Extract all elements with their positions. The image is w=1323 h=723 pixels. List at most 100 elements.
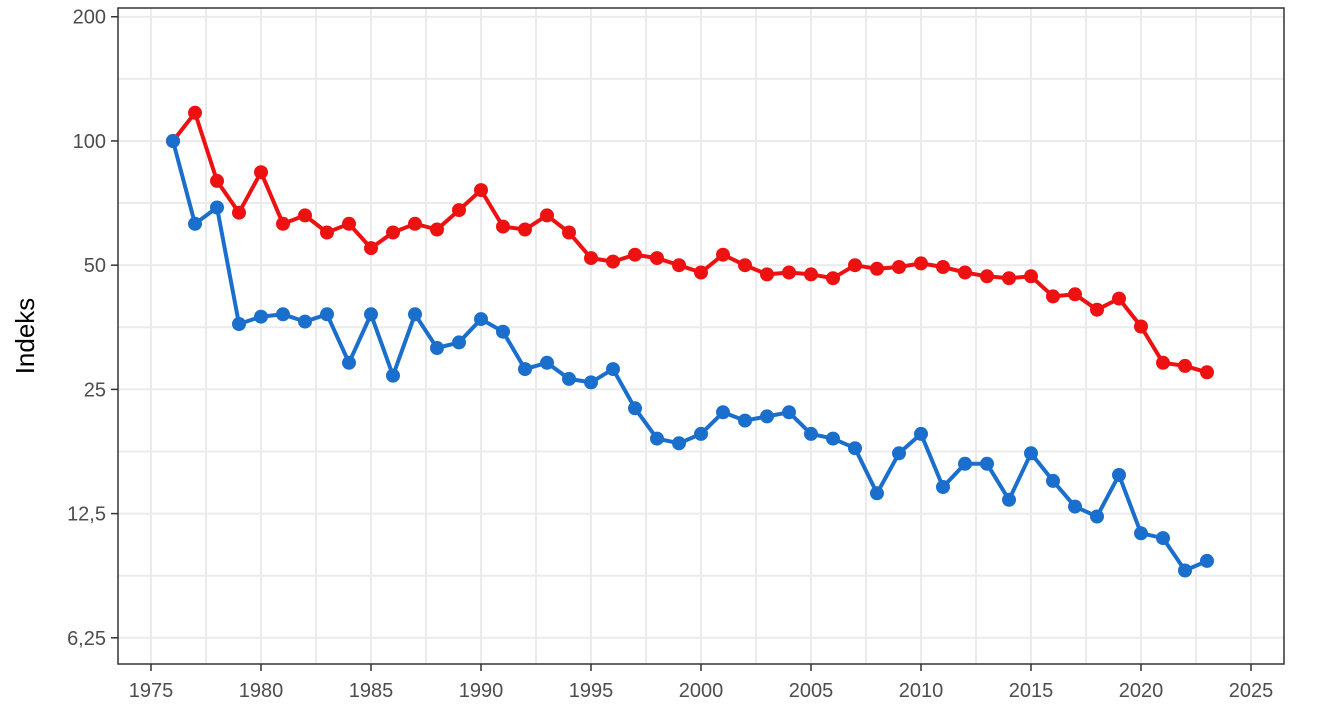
data-point [430, 341, 444, 355]
x-tick-label: 2005 [789, 680, 834, 702]
data-point [936, 260, 950, 274]
data-point [1134, 526, 1148, 541]
data-point [232, 205, 246, 220]
data-point [958, 456, 972, 471]
data-point [892, 260, 906, 274]
data-point [1024, 446, 1038, 461]
data-point [1002, 492, 1016, 507]
data-point [980, 269, 994, 284]
data-point [628, 401, 642, 416]
data-point [518, 362, 532, 377]
data-point [342, 216, 356, 231]
data-point [540, 355, 554, 370]
data-point [364, 241, 378, 256]
data-point [694, 265, 708, 280]
data-point [496, 219, 510, 234]
data-point [958, 265, 972, 280]
data-point [452, 335, 466, 350]
data-point [782, 265, 796, 280]
data-point [848, 441, 862, 456]
data-point [584, 375, 598, 390]
data-point [1112, 291, 1126, 306]
data-point [430, 222, 444, 237]
x-tick-label: 1975 [129, 680, 174, 702]
x-tick-label: 2000 [679, 680, 724, 702]
data-point [188, 216, 202, 231]
y-tick-label: 50 [84, 255, 106, 277]
data-point [760, 267, 774, 282]
axes: 1975 1980 1985 1990 1995 2000 2005 2010 2015 2020… [67, 7, 1273, 702]
data-point [188, 105, 202, 120]
x-tick-label: 2010 [899, 680, 944, 702]
data-point [804, 267, 818, 282]
data-point [584, 251, 598, 266]
data-point [386, 368, 400, 383]
x-tick-label: 1990 [459, 680, 504, 702]
data-point [254, 309, 268, 324]
data-point [870, 261, 884, 276]
data-point [254, 165, 268, 180]
data-point [980, 456, 994, 471]
data-point [760, 409, 774, 424]
data-point [672, 436, 686, 451]
data-point [848, 258, 862, 273]
data-point [562, 225, 576, 240]
y-tick-label: 25 [84, 379, 106, 401]
grid [118, 8, 1284, 664]
data-point [1134, 319, 1148, 334]
data-point [826, 431, 840, 446]
data-point [870, 486, 884, 501]
y-tick-label: 200 [73, 7, 106, 29]
data-point [166, 134, 180, 148]
x-tick-label: 1995 [569, 680, 614, 702]
data-point [320, 225, 334, 240]
data-point [650, 431, 664, 446]
data-point [210, 173, 224, 188]
series-group [166, 105, 1214, 578]
data-point [474, 183, 488, 198]
data-point [452, 203, 466, 218]
data-point [1002, 271, 1016, 286]
y-tick-label: 6,25 [67, 628, 106, 650]
data-point [606, 254, 620, 269]
data-point [1200, 365, 1214, 380]
data-point [914, 256, 928, 271]
x-tick-label: 2025 [1229, 680, 1274, 702]
data-point [474, 312, 488, 327]
data-point [1156, 355, 1170, 370]
data-point [276, 307, 290, 322]
data-point [1090, 302, 1104, 317]
data-point [650, 251, 664, 266]
series-1 [166, 134, 1214, 578]
data-point [782, 405, 796, 420]
data-point [562, 371, 576, 386]
data-point [298, 208, 312, 223]
data-point [738, 258, 752, 273]
data-point [1068, 499, 1082, 514]
data-point [540, 208, 554, 223]
data-point [408, 307, 422, 322]
x-tick-label: 1985 [349, 680, 394, 702]
data-point [1024, 269, 1038, 284]
y-axis-title: Indeks [10, 298, 40, 375]
data-point [386, 225, 400, 240]
data-point [716, 247, 730, 262]
data-point [496, 324, 510, 339]
data-point [716, 405, 730, 420]
data-point [1112, 468, 1126, 482]
data-point [232, 317, 246, 331]
data-point [628, 247, 642, 262]
data-point [518, 222, 532, 237]
data-point [1068, 287, 1082, 302]
data-point [1178, 358, 1192, 373]
data-point [826, 271, 840, 286]
data-point [342, 355, 356, 370]
data-point [210, 200, 224, 215]
data-point [892, 446, 906, 461]
x-tick-label: 1980 [239, 680, 284, 702]
data-point [320, 307, 334, 322]
data-point [1156, 531, 1170, 546]
data-point [1090, 509, 1104, 524]
data-point [1046, 473, 1060, 488]
